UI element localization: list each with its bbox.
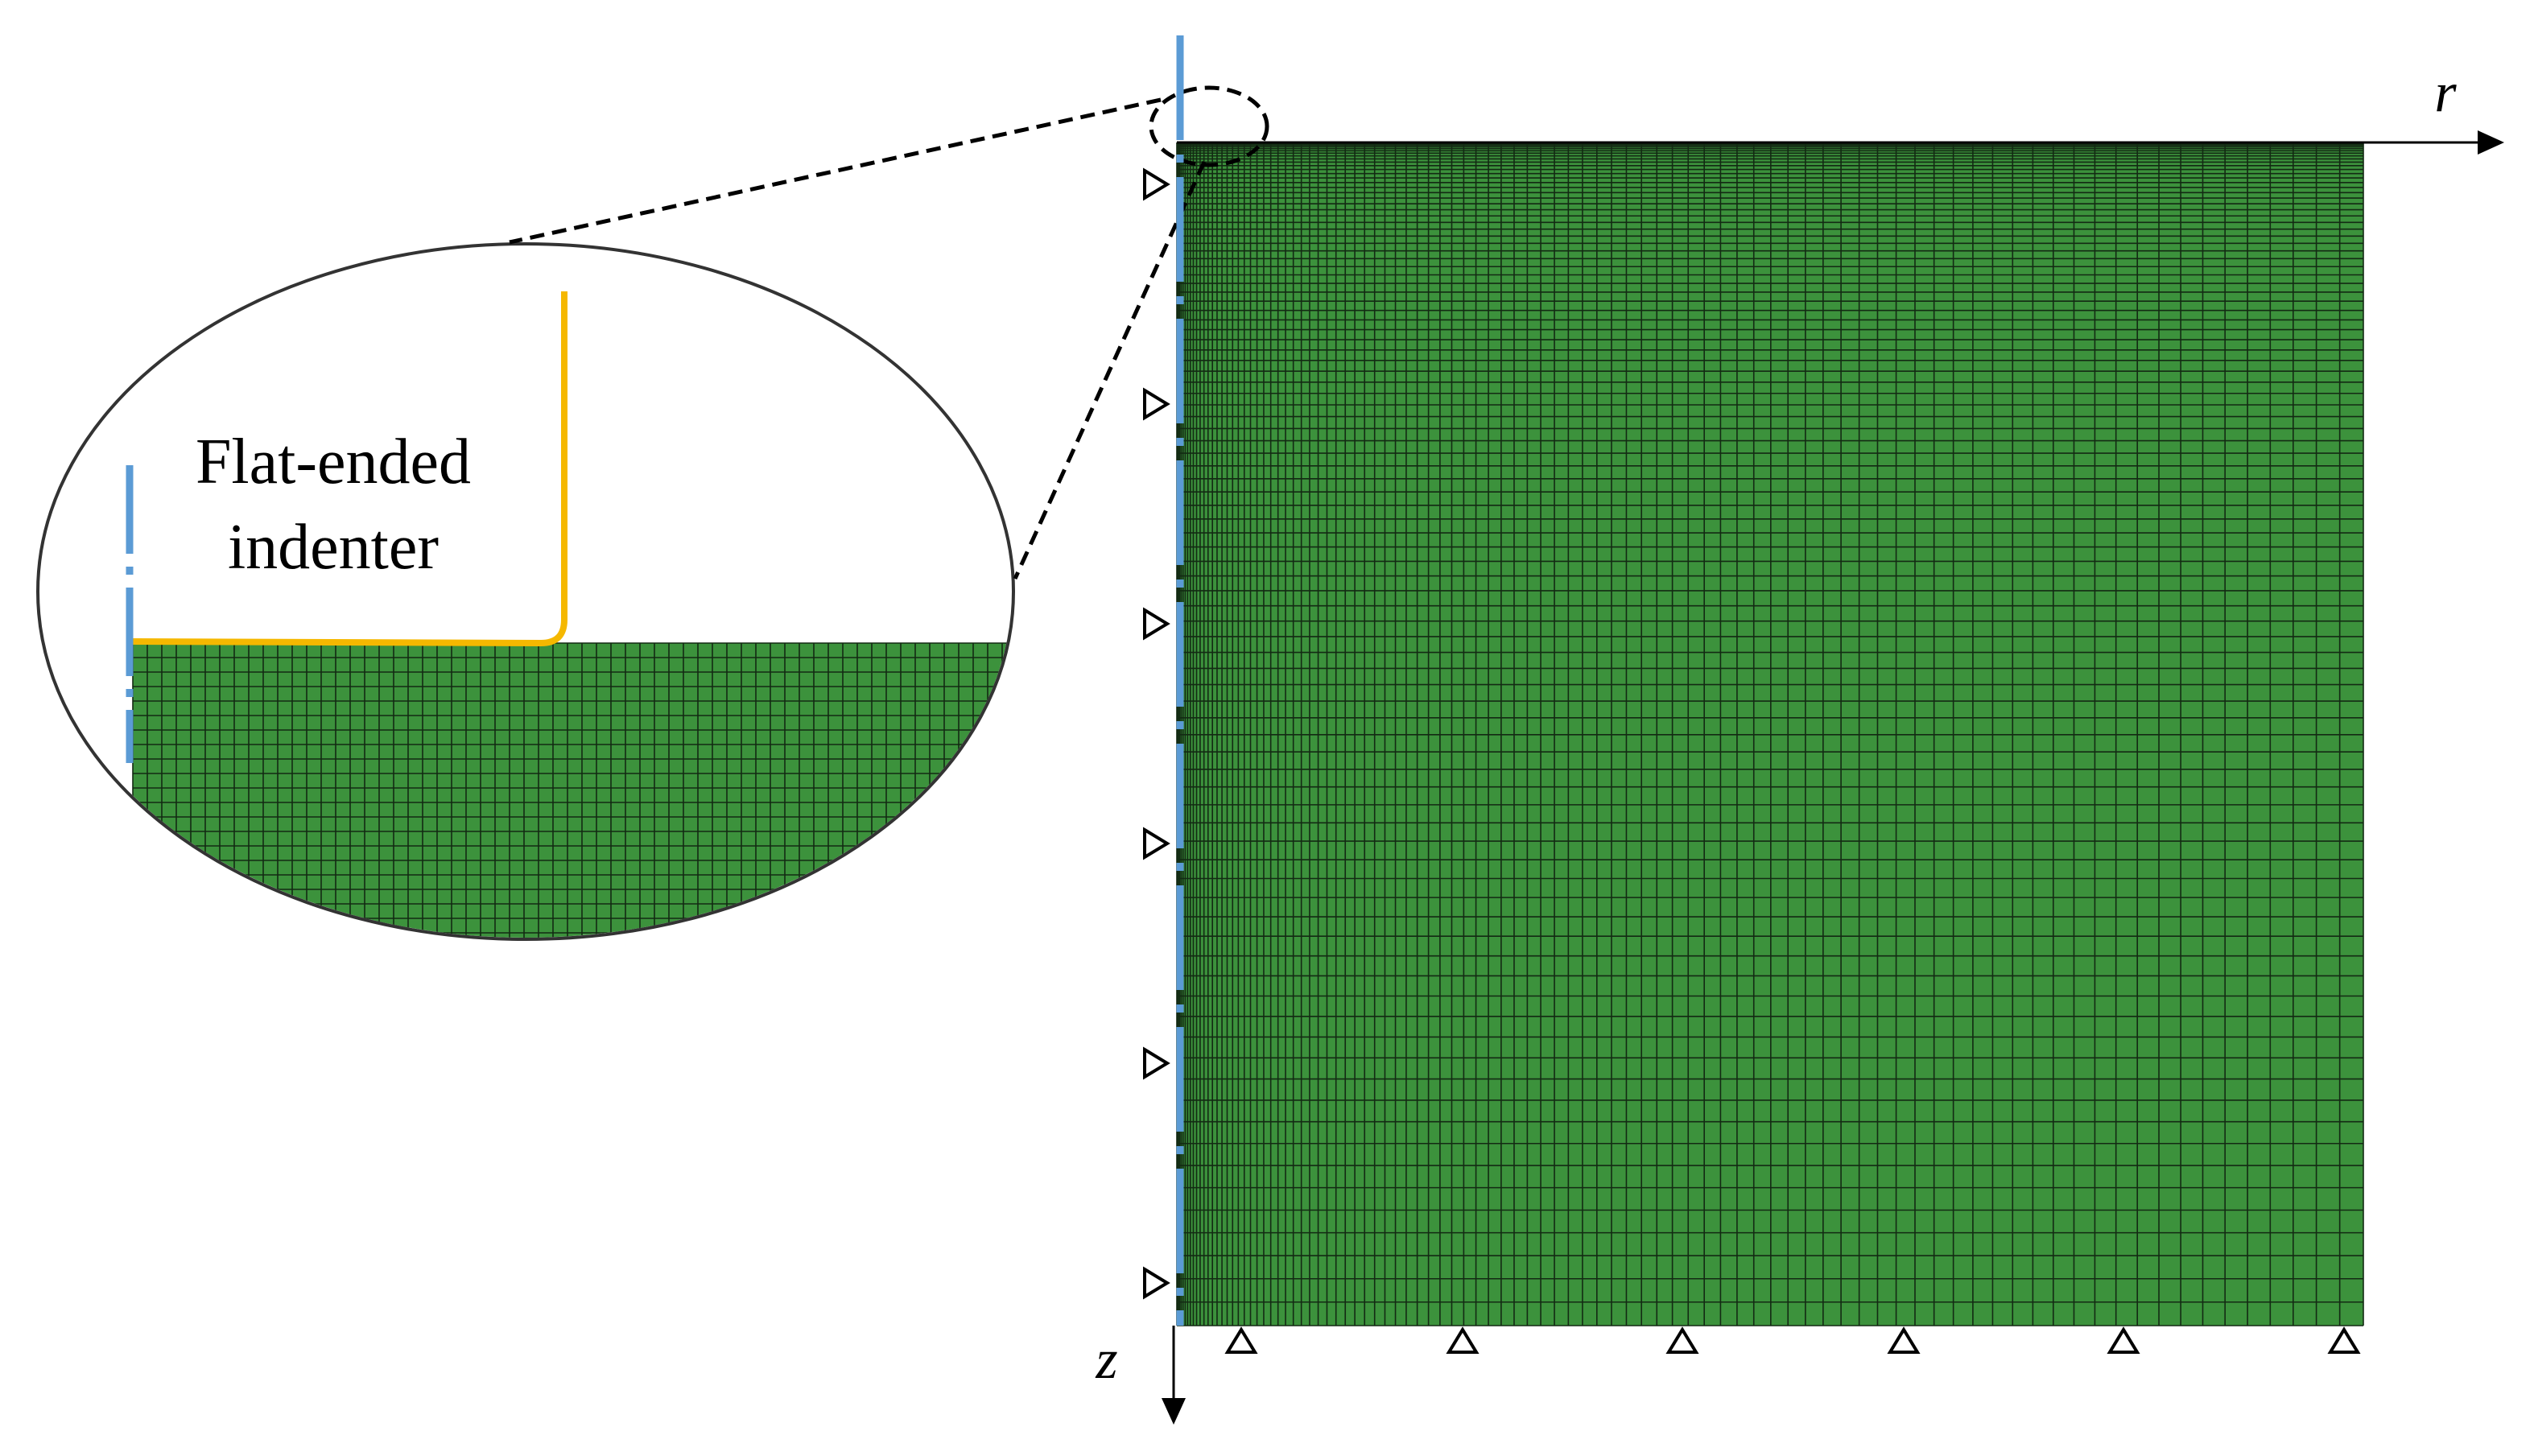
roller-support xyxy=(1446,1326,1480,1354)
zoom-content xyxy=(132,642,1012,938)
callout-label: Flat-ended xyxy=(196,427,471,497)
roller-support xyxy=(1143,167,1170,201)
zoom-leader xyxy=(509,97,1162,245)
callout-label: indenter xyxy=(228,512,439,583)
roller-support xyxy=(1887,1326,1921,1354)
roller-support xyxy=(1143,1046,1170,1080)
zoom-leader xyxy=(1013,160,1207,580)
roller-support xyxy=(1143,387,1170,421)
roller-support xyxy=(2107,1326,2140,1354)
roller-support xyxy=(1143,827,1170,860)
z-axis-label: z xyxy=(1095,1329,1117,1391)
boundary-conditions xyxy=(1143,167,2361,1354)
zoom-ellipse xyxy=(36,242,1015,941)
roller-support xyxy=(1665,1326,1699,1354)
zoom-region xyxy=(1149,85,1269,167)
roller-support xyxy=(2327,1326,2361,1354)
mesh-lines xyxy=(1176,142,2364,1326)
r-axis-label: r xyxy=(2434,62,2457,124)
roller-support xyxy=(1143,607,1170,641)
roller-support xyxy=(1224,1326,1258,1354)
zoom-mesh xyxy=(133,643,1012,938)
indenter-profile xyxy=(132,291,567,647)
roller-support xyxy=(1143,1266,1170,1300)
